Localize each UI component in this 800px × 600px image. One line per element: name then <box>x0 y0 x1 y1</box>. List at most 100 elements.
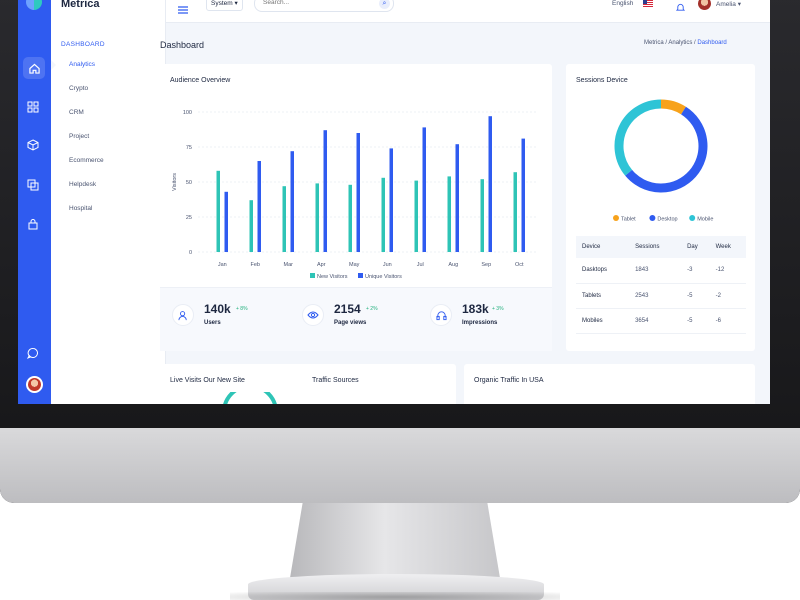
x-tick-label: Jan <box>218 262 227 268</box>
home-icon[interactable] <box>23 57 45 79</box>
bar-unique-visitors <box>389 148 393 252</box>
sessions-device-card: Sessions Device Tablet Desktop Mobile Devi… <box>566 64 755 351</box>
monitor-stand-base <box>248 574 544 600</box>
bell-icon[interactable] <box>675 0 686 11</box>
system-dropdown[interactable]: System ▾ <box>206 0 243 11</box>
breadcrumb-metrica[interactable]: Metrica <box>644 40 664 46</box>
table-cell: -12 <box>709 258 746 284</box>
legend-label: Desktop <box>657 217 677 223</box>
bar-new-visitors <box>216 170 220 252</box>
x-tick-label: Feb <box>251 262 260 268</box>
legend-swatch <box>358 273 363 278</box>
nav-item-ecommerce[interactable]: Ecommerce <box>69 157 104 164</box>
table-cell: 1843 <box>629 258 682 284</box>
audience-overview-card: Audience Overview 0 25 50 75 100 Visitors Jan F… <box>160 64 552 351</box>
headphones-icon <box>430 304 452 326</box>
legend-dot <box>649 215 656 221</box>
stat-impressions-value: 183k <box>462 302 489 316</box>
stat-users-change: + 8% <box>236 306 248 312</box>
sessions-table: Device Sessions Day Week Dasktops 1843 -… <box>576 236 746 334</box>
column-header: Device <box>576 236 630 258</box>
legend-dot <box>689 215 696 221</box>
us-flag-icon[interactable] <box>643 0 653 7</box>
legend-swatch <box>310 273 315 278</box>
bar-new-visitors <box>414 180 418 252</box>
x-tick-label: Jul <box>417 262 424 268</box>
table-cell: -6 <box>709 308 746 334</box>
bar-new-visitors <box>381 177 385 252</box>
traffic-sources-title: Traffic Sources <box>312 377 359 384</box>
donut-slice-mobile <box>614 99 662 176</box>
table-cell: 3654 <box>629 308 682 334</box>
breadcrumb-current: Dashboard <box>697 40 727 46</box>
donut-slice-tablet <box>660 99 686 115</box>
bar-unique-visitors <box>257 161 261 252</box>
search-input[interactable] <box>263 0 373 6</box>
table-header-row: Device Sessions Day Week <box>576 236 746 258</box>
page-title: Dashboard <box>160 40 205 50</box>
icon-rail <box>18 0 51 404</box>
legend-label: Mobile <box>697 217 713 223</box>
audience-bar-chart: 0 25 50 75 100 Visitors Jan Feb Mar Apr May Jun Jul A… <box>172 110 538 280</box>
bar-new-visitors <box>447 176 451 252</box>
organic-traffic-title: Organic Traffic In USA <box>474 377 544 384</box>
bar-unique-visitors <box>224 191 228 252</box>
chat-icon[interactable] <box>26 346 41 360</box>
user-avatar[interactable] <box>698 0 711 10</box>
logo-icon[interactable] <box>26 0 42 10</box>
x-tick-label: Apr <box>317 262 326 268</box>
table-cell: -5 <box>681 308 710 334</box>
bar-unique-visitors <box>521 138 525 252</box>
search-icon[interactable]: ⌕ <box>379 0 390 9</box>
nav-item-helpdesk[interactable]: Helpdesk <box>69 181 97 188</box>
user-menu[interactable]: Amelia ▾ <box>716 0 741 8</box>
box-icon[interactable] <box>27 138 41 152</box>
table-cell: -3 <box>681 258 710 284</box>
breadcrumb-separator: / <box>665 40 669 46</box>
search-box: ⌕ <box>254 0 394 12</box>
breadcrumb: Metrica / Analytics / Dashboard <box>644 40 727 46</box>
stat-page-views-change: + 2% <box>366 306 378 312</box>
y-tick-label: 50 <box>186 180 192 186</box>
legend-label: Unique Visitors <box>365 274 402 280</box>
bar-new-visitors <box>249 200 253 252</box>
stat-impressions-change: + 3% <box>492 306 504 312</box>
nav-item-crypto[interactable]: Crypto <box>69 85 89 92</box>
nav-section-title: DASHBOARD <box>61 41 105 48</box>
nav-item-hospital[interactable]: Hospital <box>69 205 93 212</box>
x-tick-label: Aug <box>448 262 458 268</box>
top-bar: System ▾ ⌕ English Amelia ▾ <box>166 0 770 23</box>
sessions-donut-chart: Tablet Desktop Mobile <box>613 99 713 223</box>
grid-icon[interactable] <box>27 100 41 114</box>
table-row: Tablets 2543 -5 -2 <box>576 283 746 309</box>
nav-item-project[interactable]: Project <box>69 133 90 140</box>
column-header: Day <box>681 236 710 258</box>
x-tick-label: Mar <box>284 262 294 268</box>
organic-traffic-card: Organic Traffic In USA <box>464 364 755 404</box>
x-tick-label: Sep <box>481 262 491 268</box>
live-visits-card: Live Visits Our New Site Traffic Sources <box>160 364 456 404</box>
language-selector[interactable]: English <box>612 0 634 7</box>
nav-item-crm[interactable]: CRM <box>69 109 84 116</box>
copy-icon[interactable] <box>27 178 41 192</box>
monitor-chin <box>0 428 800 503</box>
sidebar-nav: Metrica DASHBOARD Analytics Crypto CRM P… <box>51 0 166 404</box>
y-axis-label: Visitors <box>172 173 178 191</box>
table-cell: 2543 <box>629 283 682 309</box>
y-tick-label: 75 <box>186 145 192 151</box>
legend-dot <box>613 215 619 221</box>
nav-item-analytics[interactable]: Analytics <box>69 61 96 68</box>
lock-icon[interactable] <box>27 217 41 231</box>
stat-page-views-value: 2154 <box>334 302 361 316</box>
bar-new-visitors <box>480 179 484 252</box>
eye-icon <box>302 304 324 326</box>
live-visits-gauge <box>223 392 277 404</box>
audience-title: Audience Overview <box>170 77 231 84</box>
stat-strip: 140k + 8% Users 2154 + 2% Page views 183… <box>160 287 552 351</box>
menu-icon[interactable] <box>178 1 188 14</box>
bar-unique-visitors <box>455 144 459 252</box>
bar-unique-visitors <box>422 127 426 252</box>
monitor-shadow <box>230 592 560 600</box>
breadcrumb-analytics[interactable]: Analytics <box>668 40 693 46</box>
rail-avatar[interactable] <box>26 376 43 393</box>
